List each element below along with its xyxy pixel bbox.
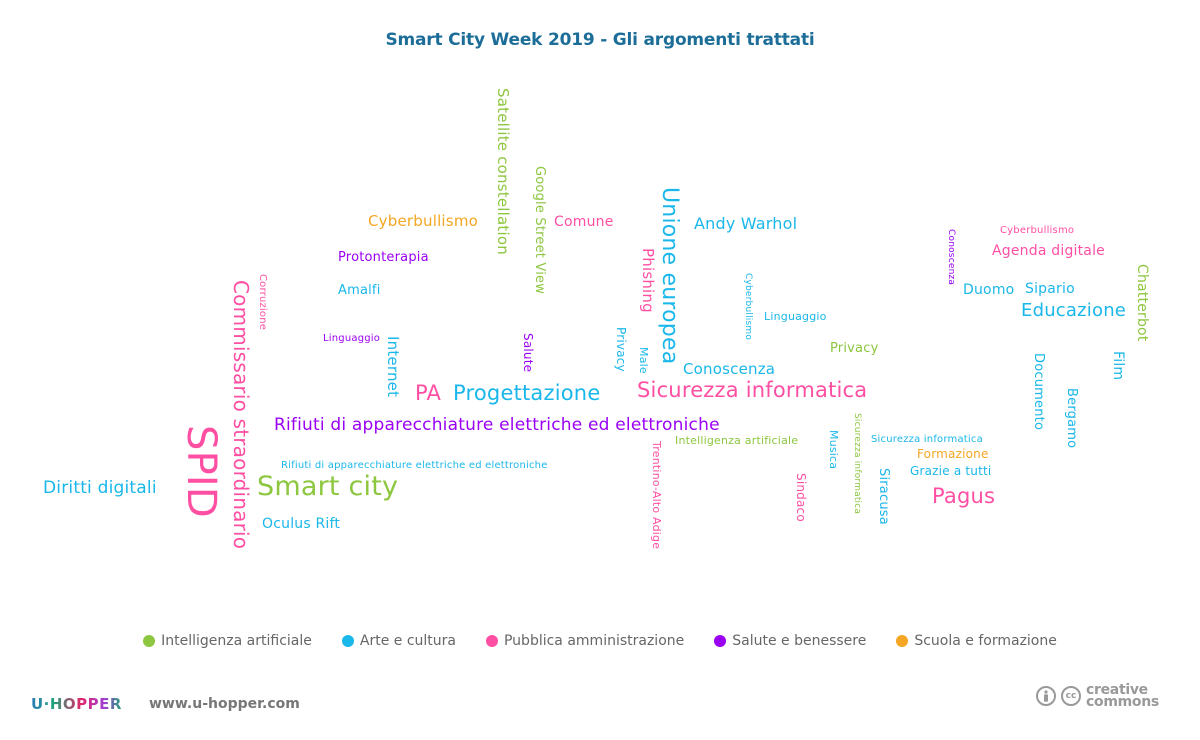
cloud-word: Sicurezza informatica [871, 434, 983, 445]
legend-dot-icon [896, 635, 909, 647]
cloud-word: Privacy [614, 327, 628, 372]
cloud-word: Sicurezza informatica [637, 378, 868, 402]
cloud-word: Cyberbullismo [743, 273, 753, 341]
cloud-word: Duomo [963, 282, 1015, 298]
cloud-word: Documento [1031, 353, 1046, 431]
cloud-word: Corruzione [257, 274, 268, 331]
cloud-word: Rifiuti di apparecchiature elettriche ed… [274, 415, 720, 435]
legend-dot-icon [714, 635, 727, 647]
creative-commons-badge: cc creative commons [1036, 682, 1159, 710]
cloud-word: Sindaco [794, 473, 808, 522]
cloud-word: Phishing [639, 248, 657, 313]
cloud-word: Trentino-Alto Adige [650, 441, 663, 550]
cloud-word: Cyberbullismo [368, 212, 479, 230]
cloud-word: Internet [384, 336, 402, 398]
legend-label: Arte e cultura [359, 633, 456, 649]
cc-text: creative commons [1086, 682, 1159, 710]
cloud-word: Amalfi [338, 283, 381, 298]
cloud-word: Protonterapia [338, 250, 429, 265]
cloud-word: Grazie a tutti [910, 464, 992, 478]
legend-item-arte: Arte e cultura [341, 633, 456, 649]
cloud-word: Sipario [1025, 281, 1075, 297]
cloud-word: Chatterbot [1134, 264, 1150, 342]
cloud-word: Google Street View [532, 166, 547, 295]
cloud-word: Pagus [932, 484, 996, 508]
legend-item-pa: Pubblica amministrazione [485, 633, 685, 649]
cloud-word: SPID [178, 425, 224, 518]
cloud-word: Educazione [1021, 300, 1127, 321]
legend: Intelligenza artificiale Arte e cultura … [0, 633, 1200, 649]
cloud-word: Diritti digitali [43, 478, 157, 498]
cloud-word: Siracusa [876, 468, 891, 525]
cloud-word: Male [637, 347, 650, 374]
legend-item-salute: Salute e benessere [714, 633, 866, 649]
legend-item-scuola: Scuola e formazione [896, 633, 1057, 649]
legend-label: Salute e benessere [732, 633, 867, 649]
legend-dot-icon [341, 635, 354, 647]
u-hopper-logo: U·HOPPER [31, 695, 122, 713]
page-title: Smart City Week 2019 - Gli argomenti tra… [385, 30, 815, 50]
cloud-word: Oculus Rift [262, 516, 341, 532]
word-cloud: Satellite constellation Google Street Vie… [43, 88, 1150, 550]
cloud-word: Comune [554, 214, 614, 230]
cloud-word: Linguaggio [323, 333, 381, 344]
legend-label: Scuola e formazione [914, 633, 1057, 649]
legend-item-ia: Intelligenza artificiale [143, 633, 312, 649]
cloud-word: Intelligenza artificiale [675, 434, 799, 447]
cloud-word: Conoscenza [946, 229, 956, 286]
cloud-word: Linguaggio [764, 310, 827, 323]
cloud-word: Smart city [257, 471, 399, 502]
cloud-word: Satellite constellation [494, 88, 512, 255]
cloud-word: Film [1110, 351, 1126, 381]
legend-dot-icon [485, 635, 498, 647]
cloud-word: Unione europea [657, 187, 682, 365]
cloud-word: Formazione [917, 447, 989, 461]
cloud-word: Progettazione [453, 381, 601, 405]
cloud-word: Salute [521, 333, 535, 373]
cloud-word: Musica [827, 430, 840, 470]
cloud-word: Bergamo [1064, 388, 1079, 449]
cloud-word: Cyberbullismo [1000, 225, 1075, 236]
cloud-word: Conoscenza [683, 360, 776, 378]
legend-label: Intelligenza artificiale [161, 633, 312, 649]
cloud-word: PA [415, 381, 442, 405]
cloud-word: Rifiuti di apparecchiature elettriche ed… [281, 460, 548, 471]
legend-dot-icon [143, 635, 156, 647]
cc-icon: cc [1061, 686, 1081, 706]
cloud-word: Agenda digitale [992, 243, 1105, 259]
website-link[interactable]: www.u-hopper.com [149, 696, 300, 712]
attribution-icon [1036, 686, 1056, 706]
legend-label: Pubblica amministrazione [503, 633, 685, 649]
cloud-word: Privacy [830, 341, 879, 356]
cloud-word: Sicurezza informatica [852, 413, 862, 515]
cloud-word: Commissario straordinario [229, 280, 253, 550]
cloud-word: Andy Warhol [694, 214, 798, 233]
